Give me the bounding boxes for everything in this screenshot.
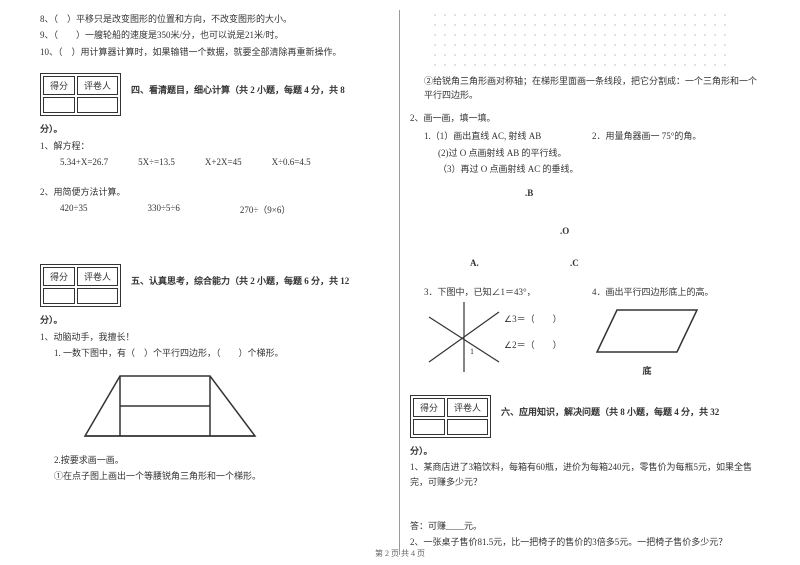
para-block: 4．画出平行四边形底上的高。 底 xyxy=(592,283,760,376)
judge-q9: 9、（ ）一艘轮船的速度是350米/分，也可以说是21米/时。 xyxy=(40,28,389,42)
angle-block: 3．下图中，已知∠1＝43°， 1 ∠3＝（ ） ∠2＝（ ） xyxy=(410,283,592,376)
p4: 4．画出平行四边形底上的高。 xyxy=(592,285,760,299)
section4-tail: 分）。 xyxy=(40,122,389,136)
judge-q8: 8、（ ）平移只是改变图形的位置和方向，不改变图形的大小。 xyxy=(40,12,389,26)
score-box-4: 得分评卷人 xyxy=(40,73,121,116)
score-blank xyxy=(413,419,445,435)
p1-title: 1、解方程： xyxy=(40,139,389,153)
page-footer: 第 2 页 共 4 页 xyxy=(0,548,800,559)
eq1: 5.34+X=26.7 xyxy=(60,157,108,167)
reviewer-label: 评卷人 xyxy=(77,76,118,95)
score-box-5: 得分评卷人 xyxy=(40,264,121,307)
eq2: 5X÷=13.5 xyxy=(138,157,175,167)
p4-base: 底 xyxy=(592,364,702,377)
section5-title: 五、认真思考，综合能力（共 2 小题，每题 6 分，共 12 xyxy=(121,256,389,287)
eq7: 270÷（9×6） xyxy=(240,203,291,216)
eq4: X÷0.6=4.5 xyxy=(272,157,311,167)
think1-2: 2.按要求画一画。 xyxy=(40,453,389,467)
point-c: .C xyxy=(570,258,579,268)
p2-title: 2、用简便方法计算。 xyxy=(40,185,389,199)
trapezoid-figure xyxy=(80,371,260,441)
reviewer-blank xyxy=(447,419,488,435)
point-a: A. xyxy=(470,258,479,268)
think1-2-1: ①在点子图上画出一个等腰锐角三角形和一个梯形。 xyxy=(40,469,389,483)
angle-figure: 1 xyxy=(424,302,504,372)
section6-header: 得分评卷人 六、应用知识，解决问题（共 8 小题，每题 4 分，共 32 xyxy=(410,387,760,442)
equation-row-1: 5.34+X=26.7 5X÷=13.5 X+2X=45 X÷0.6=4.5 xyxy=(40,157,389,167)
score-label: 得分 xyxy=(43,76,75,95)
judge-q10: 10、（ ）用计算器计算时，如果输错一个数据，就要全部清除再重新操作。 xyxy=(40,45,389,59)
app1-ans: 答：可赚____元。 xyxy=(410,519,760,533)
reviewer-blank xyxy=(77,288,118,304)
section4-header: 得分评卷人 四、看清题目，细心计算（共 2 小题，每题 4 分，共 8 xyxy=(40,65,389,120)
point-b: .B xyxy=(525,188,533,198)
p2-1-2: (2)过 O 点画射线 AB 的平行线。 xyxy=(424,146,592,160)
point-o: .O xyxy=(560,226,569,236)
sub-left: 1.（1）画出直线 AC, 射线 AB (2)过 O 点画射线 AB 的平行线。… xyxy=(410,127,592,178)
section5-tail: 分）。 xyxy=(40,313,389,327)
dot-grid xyxy=(430,10,730,70)
section4-title: 四、看清题目，细心计算（共 2 小题，每题 4 分，共 8 xyxy=(121,65,389,96)
svg-text:1: 1 xyxy=(470,347,474,356)
eq5: 420÷35 xyxy=(60,203,87,216)
app1: 1、某商店进了3箱饮料，每箱有60瓶，进价为每箱240元，零售价为每瓶5元，如果… xyxy=(410,460,760,489)
eq6: 330÷5÷6 xyxy=(147,203,179,216)
think1: 1、动脑动手，我擅长！ xyxy=(40,330,389,344)
reviewer-label: 评卷人 xyxy=(447,398,488,417)
grid-caption: ②给锐角三角形画对称轴；在梯形里面画一条线段，把它分割成：一个三角形和一个平行四… xyxy=(410,74,760,103)
reviewer-label: 评卷人 xyxy=(77,267,118,286)
equation-row-2: 420÷35 330÷5÷6 270÷（9×6） xyxy=(40,203,389,216)
sub-row-1: 1.（1）画出直线 AC, 射线 AB (2)过 O 点画射线 AB 的平行线。… xyxy=(410,127,760,178)
r-p2-title: 2、画一画，填一填。 xyxy=(410,111,760,125)
p2-2: 2．用量角器画一 75°的角。 xyxy=(592,129,760,143)
score-box-6: 得分评卷人 xyxy=(410,395,491,438)
parallelogram-figure xyxy=(592,302,702,362)
section6-tail: 分）。 xyxy=(410,444,760,458)
section5-header: 得分评卷人 五、认真思考，综合能力（共 2 小题，每题 6 分，共 12 xyxy=(40,256,389,311)
score-blank xyxy=(43,288,75,304)
p2-1-1: 1.（1）画出直线 AC, 射线 AB xyxy=(424,129,592,143)
p3-a2: ∠2＝（ ） xyxy=(504,338,562,352)
score-label: 得分 xyxy=(43,267,75,286)
sub-row-2: 3．下图中，已知∠1＝43°， 1 ∠3＝（ ） ∠2＝（ ） 4．画出平行四边… xyxy=(410,283,760,376)
score-label: 得分 xyxy=(413,398,445,417)
eq3: X+2X=45 xyxy=(205,157,242,167)
p2-1-3: （3）再过 O 点画射线 AC 的垂线。 xyxy=(424,162,592,176)
left-column: 8、（ ）平移只是改变图形的位置和方向，不改变图形的大小。 9、（ ）一艘轮船的… xyxy=(30,10,400,555)
sub-right: 2．用量角器画一 75°的角。 xyxy=(592,127,760,178)
score-blank xyxy=(43,97,75,113)
p3: 3．下图中，已知∠1＝43°， xyxy=(424,285,592,299)
reviewer-blank xyxy=(77,97,118,113)
p3-a3: ∠3＝（ ） xyxy=(504,312,562,326)
right-column: ②给锐角三角形画对称轴；在梯形里面画一条线段，把它分割成：一个三角形和一个平行四… xyxy=(400,10,770,555)
points-diagram: .B .O A. .C xyxy=(430,188,760,273)
think1-1: 1. 一数下图中，有（ ）个平行四边形，（ ）个梯形。 xyxy=(40,346,389,360)
section6-title: 六、应用知识，解决问题（共 8 小题，每题 4 分，共 32 xyxy=(491,387,760,418)
